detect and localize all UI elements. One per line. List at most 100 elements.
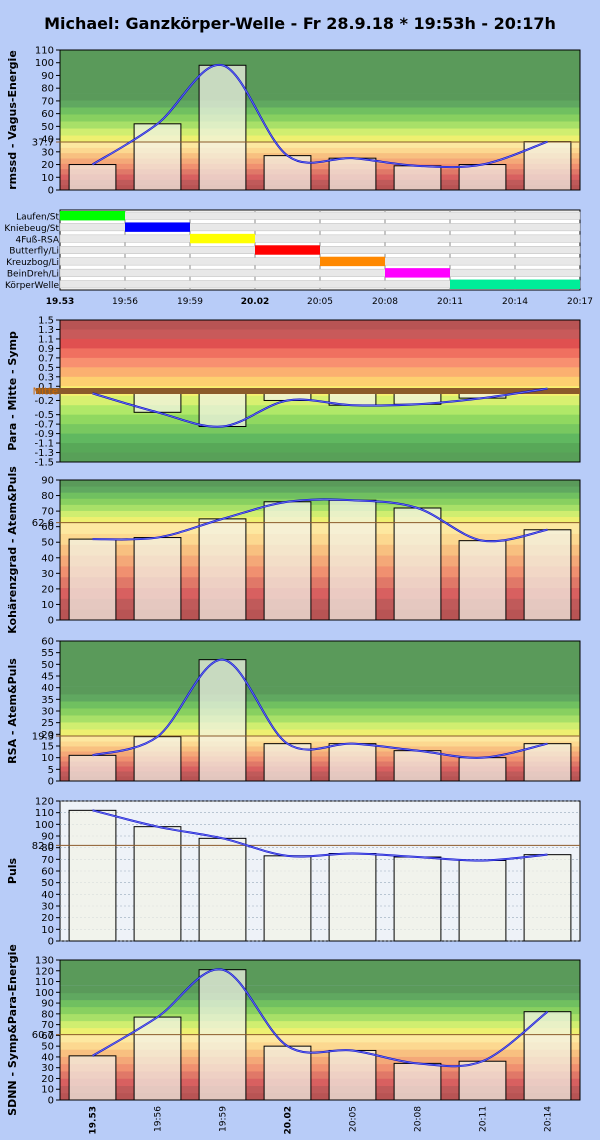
y-tick-label: 110: [35, 808, 54, 819]
zone-band: [60, 693, 580, 702]
y-tick-label: 100: [35, 988, 54, 999]
zone-band: [60, 142, 580, 148]
exercise-bar: [255, 245, 320, 255]
bottom-time-label: 19:56: [154, 1106, 164, 1132]
bar-rsa: [458, 757, 507, 782]
zone-band: [60, 376, 580, 387]
zone-band: [60, 357, 580, 368]
zone-band: [60, 1006, 580, 1015]
zone-band: [60, 686, 580, 695]
zone-band: [60, 184, 580, 191]
zone-band: [60, 329, 580, 340]
bar-sdnn: [133, 1016, 182, 1101]
y-tick-label: 20: [41, 584, 54, 595]
zone-band: [60, 452, 580, 463]
zone-band: [60, 587, 580, 599]
y-tick-label: 90: [41, 999, 54, 1010]
zone-band: [60, 960, 580, 986]
y-tick-label: 120: [35, 797, 54, 808]
y-tick-label: 10: [41, 925, 54, 936]
bar-balance: [198, 390, 247, 427]
zone-band: [60, 714, 580, 723]
exercise-label: Butterfly/Li: [9, 247, 59, 257]
exercise-label: 4Fuß-RSA: [16, 235, 60, 245]
bar-puls: [328, 853, 377, 942]
zone-band: [60, 735, 580, 742]
zone-band: [60, 135, 580, 143]
y-tick-label: 0.9: [38, 344, 54, 355]
y-tick-label: 60: [41, 522, 54, 533]
y-tick-label: 25: [41, 718, 54, 729]
y-tick-label: 1.1: [38, 334, 54, 345]
zone-band: [60, 93, 580, 101]
y-tick-label: 1.3: [38, 325, 54, 336]
bar-rsa: [523, 743, 572, 782]
y-tick-label: 50: [41, 1042, 54, 1053]
y-tick-label: 0: [48, 937, 54, 948]
zone-band: [60, 522, 580, 534]
y-tick-label: 0: [48, 616, 54, 627]
bar-rsa: [68, 754, 117, 782]
curve-highlight: [92, 968, 548, 1067]
zone-band: [60, 504, 580, 511]
y-tick-label: 0.3: [38, 372, 54, 383]
zone-band: [60, 174, 580, 180]
y-tick-label: 35: [41, 695, 54, 706]
y-axis-label: rmssd - Vagus-Energie: [6, 50, 19, 190]
bar-sdnn: [328, 1049, 377, 1101]
y-tick-label: 1.5: [38, 316, 54, 327]
bar-puls: [133, 826, 182, 942]
zone-band: [60, 1056, 580, 1065]
exercise-row: [59, 234, 581, 243]
y-axis-label: Para - Mitte - Symp: [6, 331, 19, 451]
bar-rmssd: [458, 164, 507, 191]
y-tick-label: 0.1: [38, 382, 54, 393]
zone-band: [60, 168, 580, 175]
exercise-label: Kreuzbog/Li: [6, 258, 59, 268]
y-tick-label: 40: [41, 135, 54, 146]
y-tick-label: 30: [41, 569, 54, 580]
y-tick-label: 60: [41, 1031, 54, 1042]
y-tick-label: 80: [41, 843, 54, 854]
zone-band: [60, 760, 580, 767]
zone-band: [60, 985, 580, 994]
reference-label: 37.7: [32, 138, 54, 149]
bar-sdnn: [393, 1062, 442, 1101]
zone-band: [60, 775, 580, 782]
bar-puls: [68, 809, 117, 942]
exercise-row: [59, 211, 581, 220]
bottom-time-label: 20:08: [414, 1106, 424, 1132]
bar-rmssd: [198, 64, 247, 191]
zone-band: [60, 107, 580, 115]
exercise-bar: [190, 233, 255, 244]
plot-frame: [59, 479, 581, 621]
y-tick-label: -1.5: [34, 458, 54, 469]
y-tick-label: 90: [41, 832, 54, 843]
bottom-time-label: 20:11: [479, 1106, 489, 1132]
y-tick-label: 70: [41, 855, 54, 866]
zone-band: [60, 480, 580, 487]
zone-band: [60, 158, 580, 164]
zone-band: [60, 424, 580, 435]
zone-band: [60, 1020, 580, 1029]
y-tick-label: 10: [41, 1085, 54, 1096]
bar-rsa: [328, 743, 377, 782]
zone-band: [60, 728, 580, 737]
zone-band: [60, 121, 580, 129]
curve-highlight: [92, 498, 548, 542]
y-tick-label: 0.5: [38, 363, 54, 374]
y-tick-label: -0.7: [34, 420, 54, 431]
zone-band: [60, 1078, 580, 1086]
zone-band: [60, 114, 580, 122]
y-tick-label: -0.2: [34, 396, 54, 407]
zone-band: [60, 492, 580, 499]
bottom-time-label: 19.53: [89, 1106, 99, 1134]
zone-band: [60, 516, 580, 524]
bottom-time-label: 19:59: [219, 1106, 229, 1132]
bar-rmssd: [523, 141, 572, 191]
zone-band: [60, 555, 580, 567]
time-label: 19.53: [46, 297, 74, 307]
